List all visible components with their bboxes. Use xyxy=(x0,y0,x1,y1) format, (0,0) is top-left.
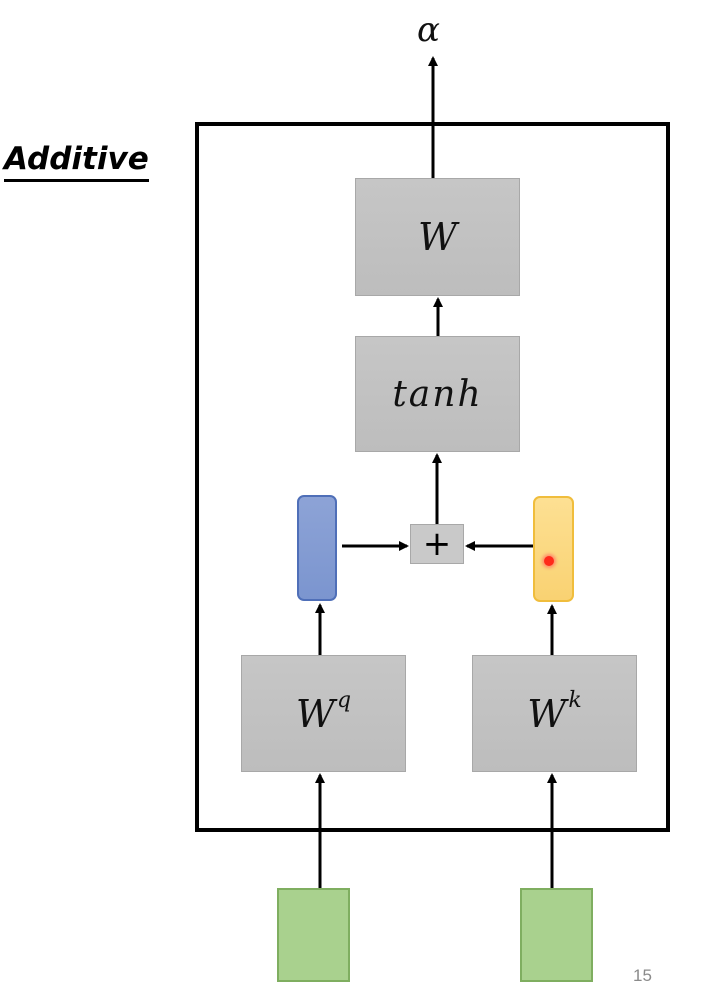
wk-box: Wk xyxy=(472,655,637,772)
pointer-dot xyxy=(544,556,554,566)
query-vector xyxy=(297,495,337,601)
wq-box: Wq xyxy=(241,655,406,772)
input-key-block xyxy=(520,888,593,982)
wq-label: Wq xyxy=(295,687,352,736)
plus-label: + xyxy=(422,524,452,564)
key-vector xyxy=(533,496,574,602)
output-alpha-label: α xyxy=(417,10,440,50)
wk-label: Wk xyxy=(527,687,582,736)
page-number: 15 xyxy=(633,966,652,985)
diagram-title: Additive xyxy=(4,140,149,182)
tanh-label: tanh xyxy=(392,373,483,415)
plus-node: + xyxy=(410,524,464,564)
w-box: W xyxy=(355,178,520,296)
w-label: W xyxy=(417,215,458,259)
input-query-block xyxy=(277,888,350,982)
tanh-box: tanh xyxy=(355,336,520,452)
